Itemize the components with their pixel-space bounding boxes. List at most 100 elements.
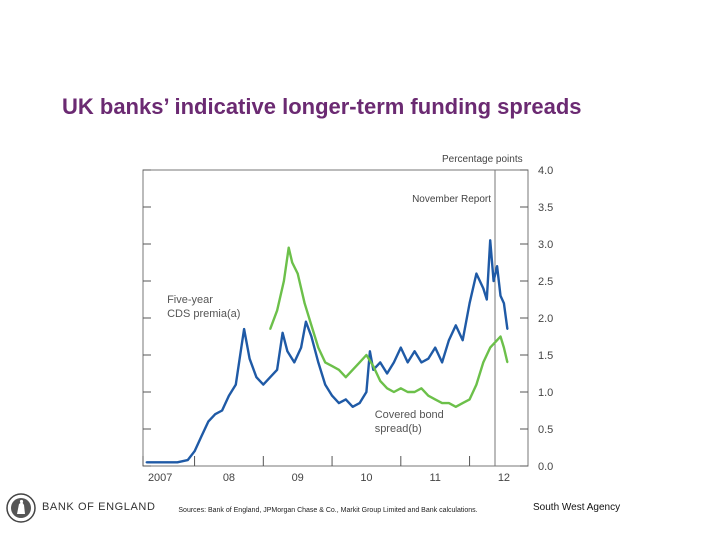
y-tick-label: 2.0 [538, 313, 553, 325]
data-point [286, 350, 289, 353]
x-tick-label: 09 [292, 472, 304, 484]
data-point [434, 346, 437, 349]
x-tick-label: 08 [223, 472, 235, 484]
data-point [379, 380, 382, 382]
x-axis: 2007 08 09 10 11 12 [142, 456, 510, 484]
bank-of-england-logo: BANK OF ENGLAND [6, 492, 166, 524]
data-point [503, 302, 505, 305]
annotation-label: November Report [412, 194, 491, 205]
data-point [159, 461, 162, 464]
data-point [454, 405, 457, 408]
data-point [420, 361, 423, 364]
plot-area [142, 169, 529, 467]
data-point [475, 383, 478, 386]
x-tick-label: 11 [429, 472, 440, 484]
data-point [365, 391, 368, 393]
data-point [434, 398, 437, 401]
data-point [300, 346, 302, 349]
slide-title: UK banks’ indicative longer-term funding… [62, 94, 582, 119]
data-point [475, 272, 478, 275]
y-axis-label: Percentage points [442, 154, 523, 165]
y-tick-label: 1.5 [538, 350, 553, 362]
data-point [393, 391, 395, 393]
data-point [186, 459, 189, 461]
series-label-line: Covered bond [375, 409, 444, 421]
series-label-line: spread(b) [375, 423, 422, 435]
data-point [506, 328, 509, 330]
data-point [427, 357, 430, 360]
data-point [344, 398, 347, 401]
data-point [468, 302, 471, 305]
data-point [399, 387, 402, 390]
data-point [482, 287, 485, 290]
britannia-seal-icon [6, 493, 36, 523]
data-point [351, 405, 354, 408]
y-tick-label: 0.5 [538, 424, 553, 436]
y-axis: 4.0 3.5 3.0 2.5 2.0 1.5 1.0 0.5 0.0 [143, 165, 553, 473]
data-point [338, 402, 340, 404]
data-point [240, 346, 243, 349]
data-point [207, 420, 210, 423]
data-point [441, 402, 443, 404]
data-point [393, 361, 395, 364]
data-point [166, 461, 169, 464]
y-tick-label: 1.0 [538, 387, 553, 399]
data-point [287, 246, 290, 249]
data-point [379, 361, 382, 364]
data-point [448, 339, 450, 342]
data-point [331, 365, 333, 367]
data-point [193, 450, 196, 453]
x-tick-label: 10 [360, 472, 372, 484]
data-point [310, 324, 313, 327]
data-point [413, 391, 416, 393]
data-point [441, 361, 443, 364]
data-point [420, 387, 423, 390]
data-point [283, 280, 285, 282]
data-point [427, 394, 430, 397]
data-point [468, 398, 471, 401]
sources-note: Sources: Bank of England, JPMorgan Chase… [178, 507, 478, 514]
data-point [503, 346, 505, 349]
data-point [305, 320, 307, 323]
data-point [176, 461, 179, 464]
data-point [496, 265, 498, 268]
bank-name: BANK OF ENGLAND [42, 501, 156, 513]
data-point [372, 365, 375, 367]
data-point [358, 361, 361, 364]
data-point [489, 346, 492, 349]
series-line-0 [146, 239, 509, 464]
y-tick-label: 3.0 [538, 239, 553, 251]
data-point [338, 368, 340, 371]
data-point [506, 361, 509, 364]
series-label-line: Five-year [167, 294, 213, 306]
data-point [386, 387, 388, 390]
data-point [399, 346, 402, 349]
data-point [485, 298, 488, 301]
data-point [482, 361, 485, 364]
agency-label: South West Agency [533, 502, 621, 513]
data-point [461, 339, 464, 342]
series-line-1 [269, 246, 509, 408]
y-tick-label: 0.0 [538, 461, 553, 473]
data-point [293, 361, 296, 364]
data-point [351, 368, 354, 371]
data-point [228, 394, 230, 397]
data-point [331, 394, 333, 397]
data-point [358, 402, 361, 404]
data-point [406, 391, 409, 393]
covered-series-label: Covered bond spread(b) [375, 409, 444, 435]
data-point [324, 361, 327, 364]
data-point [324, 383, 327, 386]
data-point [369, 350, 371, 353]
data-point [406, 361, 409, 364]
data-point [200, 435, 203, 438]
data-point [276, 309, 278, 312]
data-point [489, 239, 492, 242]
data-point [145, 461, 148, 464]
annotations: November Report [412, 170, 496, 466]
data-point [492, 280, 495, 282]
series-layer [145, 239, 509, 464]
data-point [269, 328, 272, 330]
data-point [461, 402, 464, 404]
